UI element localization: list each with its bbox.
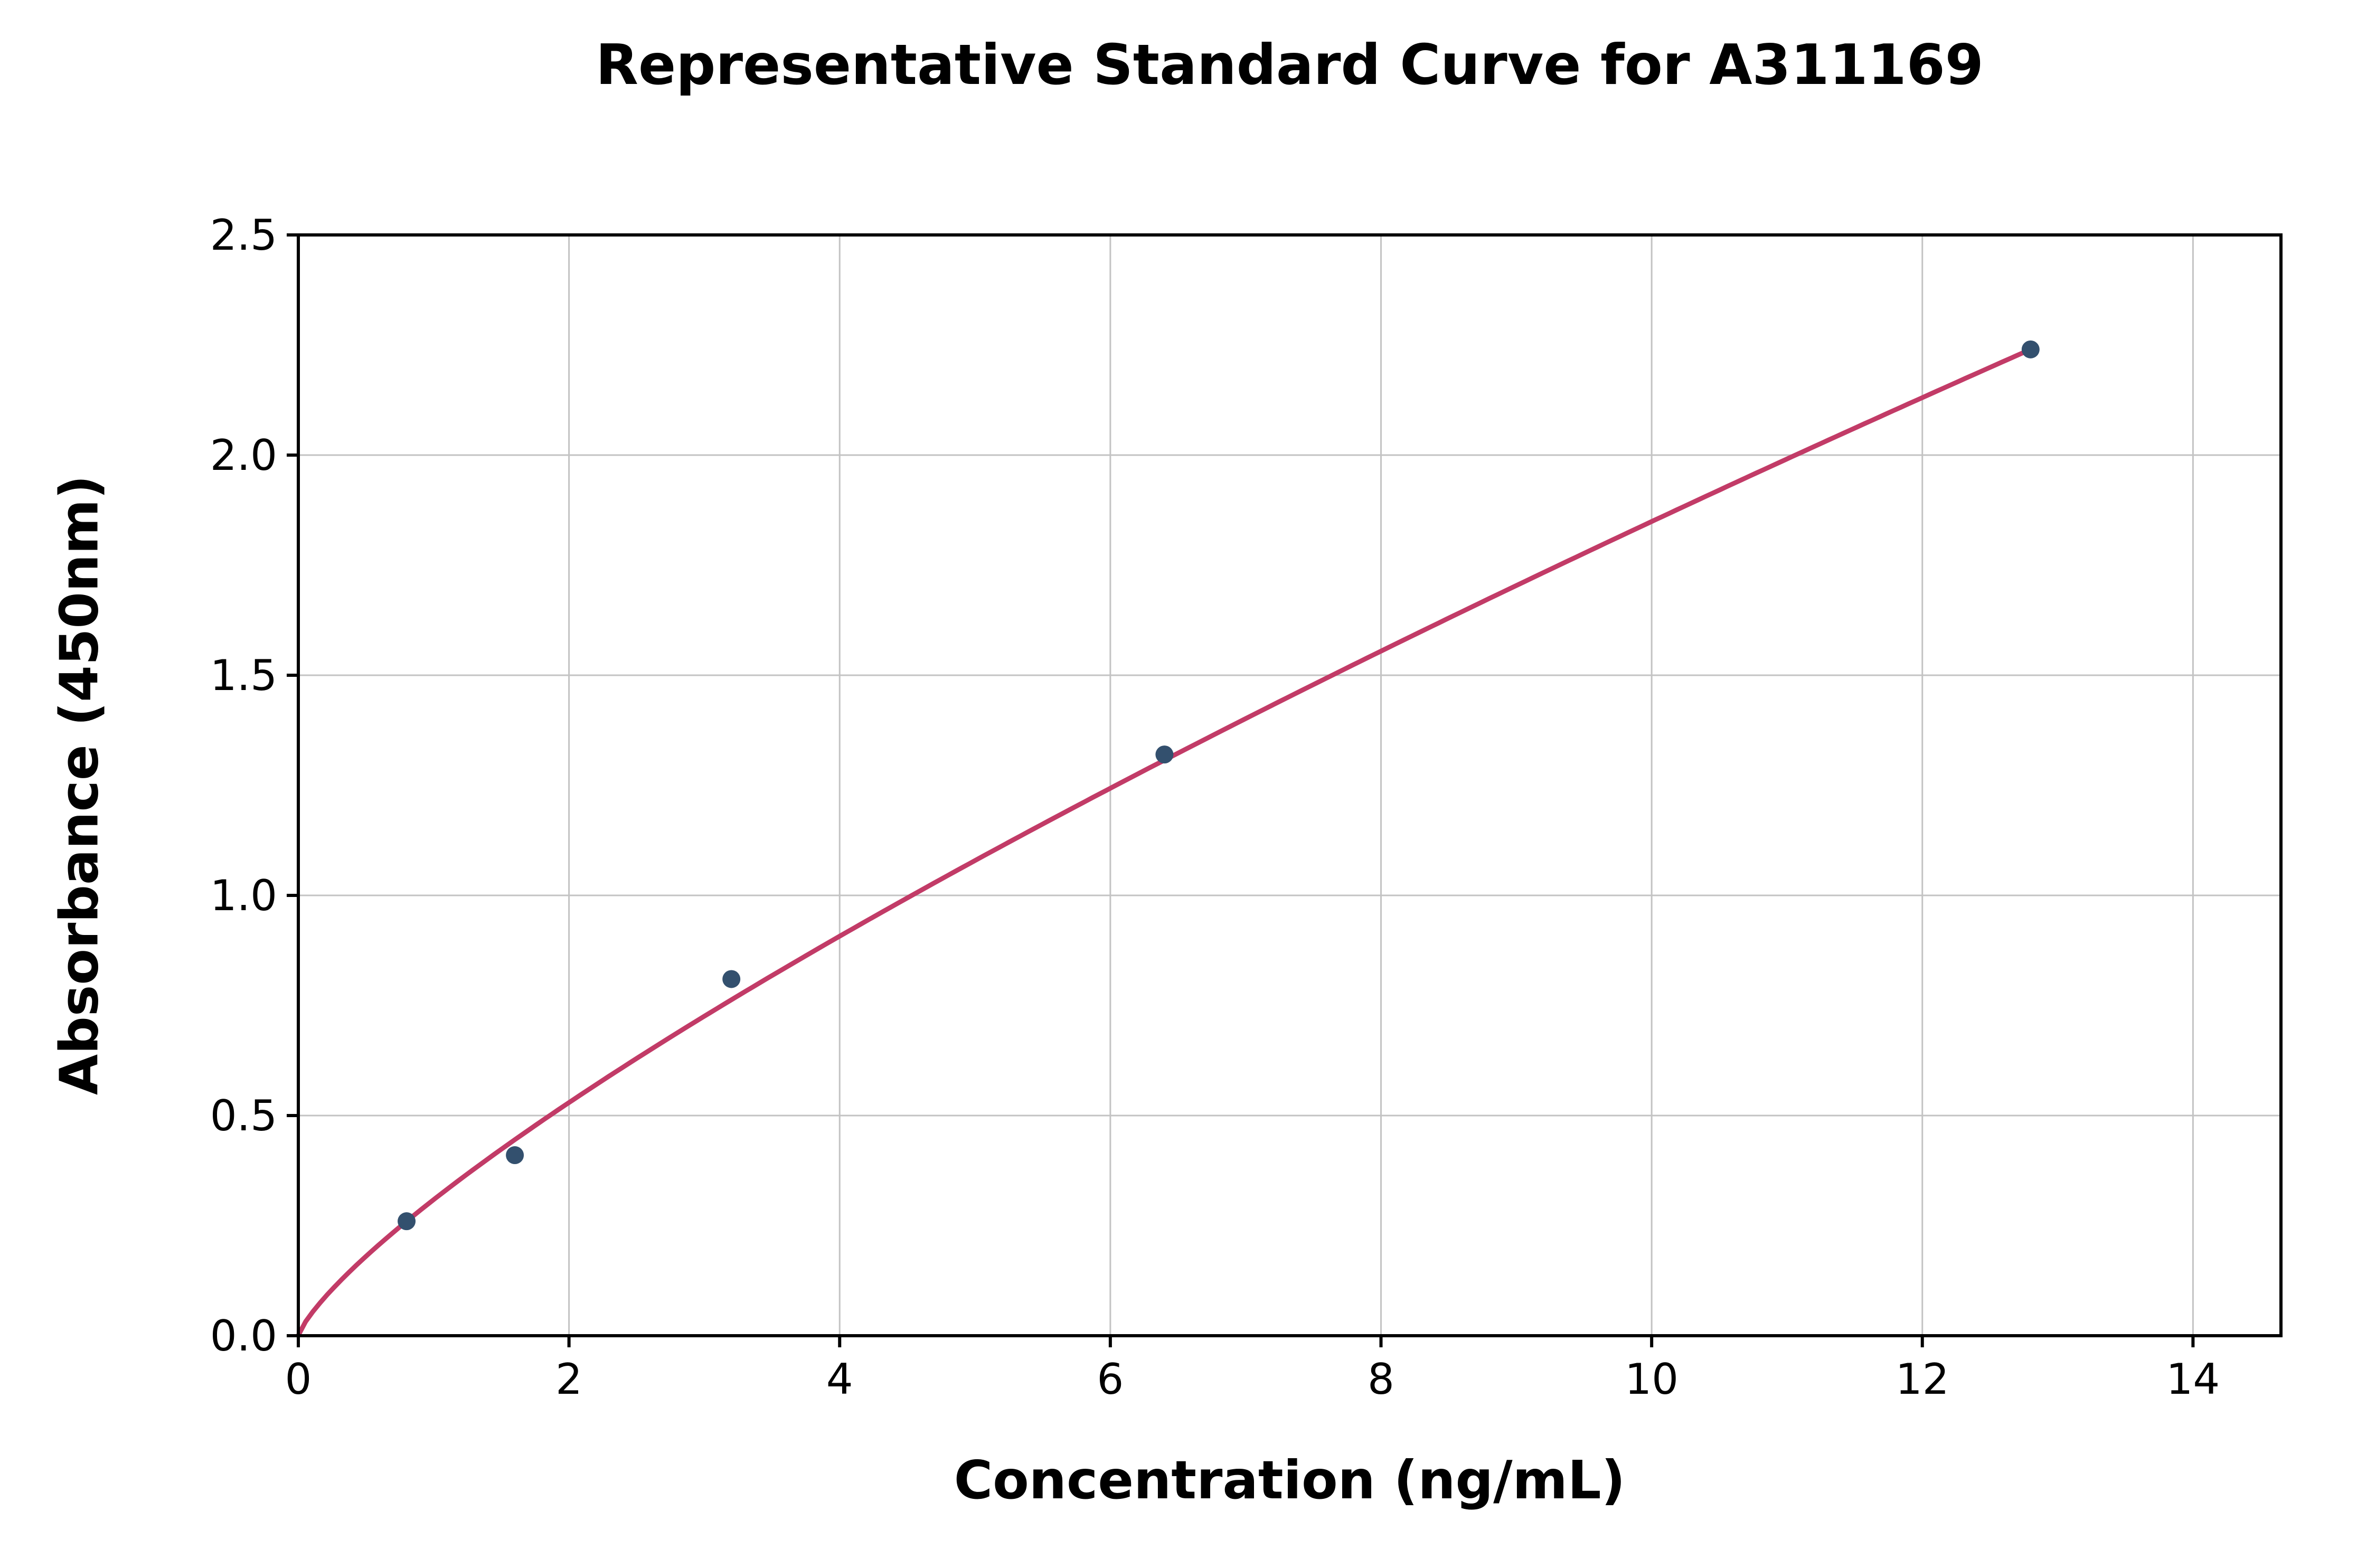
data-point (398, 1212, 416, 1231)
y-tick-label: 0.5 (210, 1091, 277, 1140)
x-tick-label: 0 (285, 1355, 312, 1404)
data-point (2021, 340, 2040, 358)
y-tick-label: 1.0 (210, 871, 277, 920)
x-tick-label: 4 (826, 1355, 853, 1404)
data-point (1155, 745, 1174, 764)
x-tick-label: 10 (1625, 1355, 1679, 1404)
x-tick-label: 8 (1368, 1355, 1394, 1404)
x-tick-label: 2 (555, 1355, 582, 1404)
y-tick-label: 0.0 (210, 1311, 277, 1361)
fit-curve (296, 347, 2033, 1338)
chart-title: Representative Standard Curve for A31116… (596, 33, 1984, 97)
x-tick-label: 14 (2166, 1355, 2220, 1404)
y-tick-label: 2.5 (210, 211, 277, 260)
x-tick-label: 6 (1097, 1355, 1124, 1404)
y-tick-label: 1.5 (210, 651, 277, 700)
y-tick-label: 2.0 (210, 431, 277, 480)
plot-frame (297, 233, 2283, 1337)
x-tick-label: 12 (1896, 1355, 1949, 1404)
data-point (722, 970, 741, 988)
x-axis-label: Concentration (ng/mL) (954, 1449, 1626, 1511)
data-point (506, 1146, 524, 1165)
